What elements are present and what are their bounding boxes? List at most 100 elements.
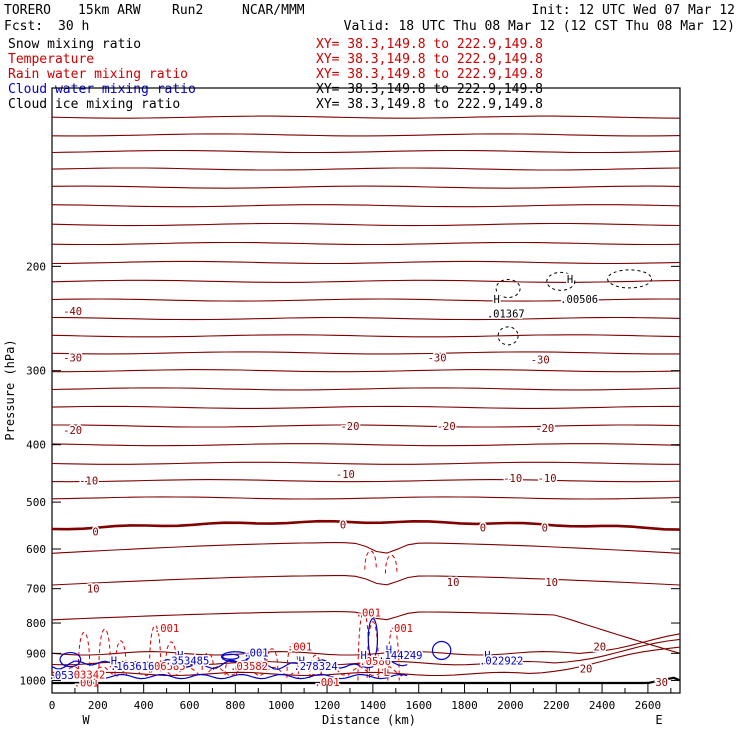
isotherm-line [51, 149, 681, 154]
temperature-contour-label: 20 [593, 642, 606, 654]
isotherm-line [51, 316, 681, 321]
y-tick-label: 400 [26, 439, 46, 452]
legend-ice-label: Cloud ice mixing ratio [8, 97, 180, 112]
cloud-water-contour-label: .163616 [110, 661, 154, 673]
y-tick-label: 800 [26, 617, 46, 630]
isotherm-line [51, 611, 681, 654]
x-tick-label: 200 [88, 699, 108, 712]
header-fcst-value: 30 h [58, 19, 89, 34]
ice-contour [497, 326, 519, 346]
header-init: Init: 12 UTC Wed 07 Mar 12 [532, 3, 736, 18]
isotherm-line [51, 443, 681, 447]
legend-snow-xy: XY= 38.3,149.8 to 222.9,149.8 [316, 37, 543, 52]
terrain-surface-line [52, 676, 681, 685]
temperature-contour-label: 0 [480, 523, 486, 535]
header-run: Run2 [172, 3, 203, 18]
rain-contour [286, 643, 299, 678]
isotherm-line [51, 387, 681, 391]
x-tick-label: 2600 [635, 699, 662, 712]
x-tick-label: 0 [49, 699, 56, 712]
cloud-water-cell [246, 651, 266, 669]
rain-contour-label: L [383, 667, 389, 679]
cloud-water-contour-label: .053 [49, 670, 74, 682]
cloud-water-contour-label: H [484, 650, 490, 662]
cloud-water-contour-label: .278324 [293, 661, 337, 673]
rain-contour [364, 550, 377, 570]
isotherm-line [52, 369, 681, 373]
header-config: 15km ARW [78, 3, 141, 18]
rain-contour-label: .001 [74, 677, 99, 689]
legend-cloudwater-label: Cloud water mixing ratio [8, 82, 196, 97]
cloud-water-contour-label: .001 [243, 647, 268, 659]
temperature-contour-label: -30 [531, 354, 550, 366]
y-axis-title: Pressure (hPa) [3, 339, 17, 440]
isotherm-line [51, 575, 681, 586]
x-tick-label: 1200 [314, 699, 341, 712]
temperature-contour-label: -10 [538, 473, 557, 485]
header: TORERO 15km ARW Run2 NCAR/MMM Init: 12 U… [4, 3, 735, 34]
legend-temperature-xy: XY= 38.3,149.8 to 222.9,149.8 [316, 52, 543, 67]
x-tick-label: 1400 [360, 699, 387, 712]
cloud-water-contour-label: H [361, 650, 367, 662]
isotherm-line [51, 115, 681, 119]
y-tick-label: 200 [26, 260, 46, 273]
rain-contour [114, 640, 127, 676]
isotherm-line [51, 241, 681, 246]
temperature-contour-label: 0 [542, 523, 548, 535]
x-axis-title: Distance (km) [322, 713, 416, 727]
isotherm-line [51, 633, 681, 656]
header-valid: Valid: 18 UTC Thu 08 Mar 12 (12 CST Thu … [344, 19, 735, 34]
plot-frame [51, 87, 681, 694]
cloud-water-contour-label: H [386, 644, 392, 656]
x-axis-east-label: E [655, 713, 662, 727]
rain-contour-label: .001 [314, 677, 339, 689]
isotherm-line [51, 185, 681, 189]
temperature-contour-label: 10 [545, 577, 558, 589]
isotherm-line [51, 479, 681, 483]
legend-temperature-label: Temperature [8, 52, 94, 67]
rain-contour [366, 621, 380, 678]
isotherm-line [51, 405, 680, 409]
header-org: NCAR/MMM [242, 3, 305, 18]
isotherm-line [51, 279, 681, 283]
y-tick-label: 700 [26, 583, 46, 596]
x-tick-label: 400 [134, 699, 154, 712]
isotherm-line [51, 133, 681, 137]
temperature-contour-label: -30 [428, 352, 447, 364]
rain-contour-label: .001 [356, 608, 381, 620]
cloud-water-cell [222, 653, 240, 660]
legend-snow-label: Snow mixing ratio [8, 37, 141, 52]
temperature-contour-label: 10 [447, 577, 460, 589]
rain-contour [309, 654, 322, 678]
legend-ice-xy: XY= 38.3,149.8 to 222.9,149.8 [316, 97, 543, 112]
cloud-water-cell [59, 651, 82, 668]
cloud-water-cell [221, 651, 250, 663]
temperature-contour-label: -20 [340, 421, 359, 433]
temperature-contour-label: 0 [92, 526, 98, 538]
isotherm-line [51, 334, 681, 338]
rain-contour [387, 627, 400, 681]
y-tick-label: 900 [26, 647, 46, 660]
cloud-water-contour-label: H [299, 655, 305, 667]
rain-contour-label: .0586 [359, 656, 391, 668]
ice-contour [495, 279, 521, 299]
rain-contour-label: .06585 [148, 661, 186, 673]
isotherm-line [51, 222, 681, 227]
isotherm-line [51, 204, 681, 208]
isotherm-line [51, 351, 680, 355]
isotherm-line [51, 542, 681, 554]
cloud-water-contour-label: H [177, 650, 183, 662]
ice-contour [607, 269, 653, 289]
temperature-contour-label: 10 [87, 584, 100, 596]
cloud-water-cell [367, 618, 379, 660]
temperature-contour-label: -10 [336, 469, 355, 481]
x-tick-label: 600 [180, 699, 200, 712]
cloud-water-contour [51, 658, 408, 670]
isotherm-line [51, 260, 681, 265]
rain-contour [98, 629, 111, 668]
isotherm-line [51, 298, 681, 302]
y-tick-label: 500 [26, 496, 46, 509]
rain-contour-label: .001 [154, 623, 179, 635]
